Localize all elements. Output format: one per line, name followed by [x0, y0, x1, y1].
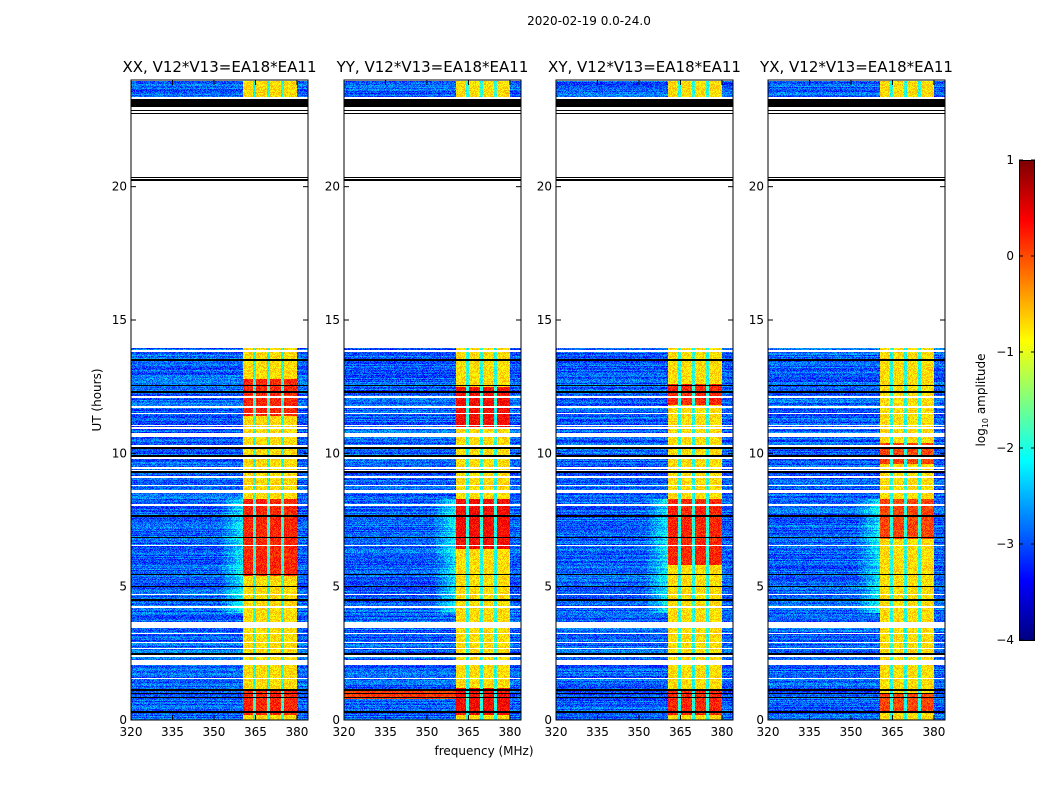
- panel-frame-2: [555, 79, 734, 721]
- y-tick-label: 0: [119, 713, 127, 727]
- y-tick-label: 0: [756, 713, 764, 727]
- x-tick-label: 335: [798, 725, 821, 739]
- y-tick-label: 5: [756, 580, 764, 594]
- x-tick-label: 365: [669, 725, 692, 739]
- y-tick-label: 0: [544, 713, 552, 727]
- x-tick-label: 335: [586, 725, 609, 739]
- heatmap-2: [556, 80, 733, 720]
- heatmap-0: [131, 80, 308, 720]
- y-tick-label: 10: [325, 446, 340, 460]
- x-tick-label: 380: [922, 725, 945, 739]
- x-tick-label: 320: [120, 725, 143, 739]
- y-tick-label: 15: [537, 313, 552, 327]
- x-tick-label: 350: [416, 725, 439, 739]
- heatmap-1: [344, 80, 521, 720]
- x-tick-label: 380: [710, 725, 733, 739]
- x-tick-label: 335: [161, 725, 184, 739]
- panel-title: XY, V12*V13=EA18*EA11: [548, 58, 741, 76]
- colorbar-tick-label: −1: [996, 345, 1014, 359]
- panel-title: XX, V12*V13=EA18*EA11: [122, 58, 317, 76]
- panel-frame-0: [130, 79, 309, 721]
- colorbar-tick-label: −2: [996, 441, 1014, 455]
- x-tick-label: 380: [285, 725, 308, 739]
- y-tick-label: 20: [749, 180, 764, 194]
- y-tick-label: 5: [544, 580, 552, 594]
- colorbar-tick-label: 0: [1006, 249, 1014, 263]
- x-tick-label: 320: [757, 725, 780, 739]
- x-tick-label: 365: [244, 725, 267, 739]
- x-tick-label: 350: [840, 725, 863, 739]
- colorbar-tick-label: −3: [996, 537, 1014, 551]
- y-tick-label: 10: [537, 446, 552, 460]
- figure-title: 2020-02-19 0.0-24.0: [527, 14, 651, 28]
- panel-frame-3: [767, 79, 946, 721]
- x-tick-label: 365: [457, 725, 480, 739]
- y-tick-label: 5: [119, 580, 127, 594]
- panel-title: YY, V12*V13=EA18*EA11: [336, 58, 529, 76]
- colorbar-tick-label: −4: [996, 633, 1014, 647]
- y-tick-label: 20: [112, 180, 127, 194]
- x-tick-label: 350: [628, 725, 651, 739]
- colorbar: [1019, 160, 1035, 641]
- panel-title: YX, V12*V13=EA18*EA11: [760, 58, 953, 76]
- panel-frame-1: [343, 79, 522, 721]
- x-tick-label: 320: [333, 725, 356, 739]
- x-axis-label: frequency (MHz): [434, 744, 534, 758]
- y-tick-label: 0: [332, 713, 340, 727]
- y-tick-label: 5: [332, 580, 340, 594]
- y-tick-label: 10: [112, 446, 127, 460]
- x-tick-label: 350: [203, 725, 226, 739]
- x-tick-label: 380: [498, 725, 521, 739]
- x-tick-label: 335: [374, 725, 397, 739]
- x-tick-label: 320: [545, 725, 568, 739]
- colorbar-tick-label: 1: [1006, 153, 1014, 167]
- y-tick-label: 15: [749, 313, 764, 327]
- y-tick-label: 20: [537, 180, 552, 194]
- heatmap-3: [768, 80, 945, 720]
- y-tick-label: 20: [325, 180, 340, 194]
- x-tick-label: 365: [881, 725, 904, 739]
- y-tick-label: 10: [749, 446, 764, 460]
- y-tick-label: 15: [325, 313, 340, 327]
- y-tick-label: 15: [112, 313, 127, 327]
